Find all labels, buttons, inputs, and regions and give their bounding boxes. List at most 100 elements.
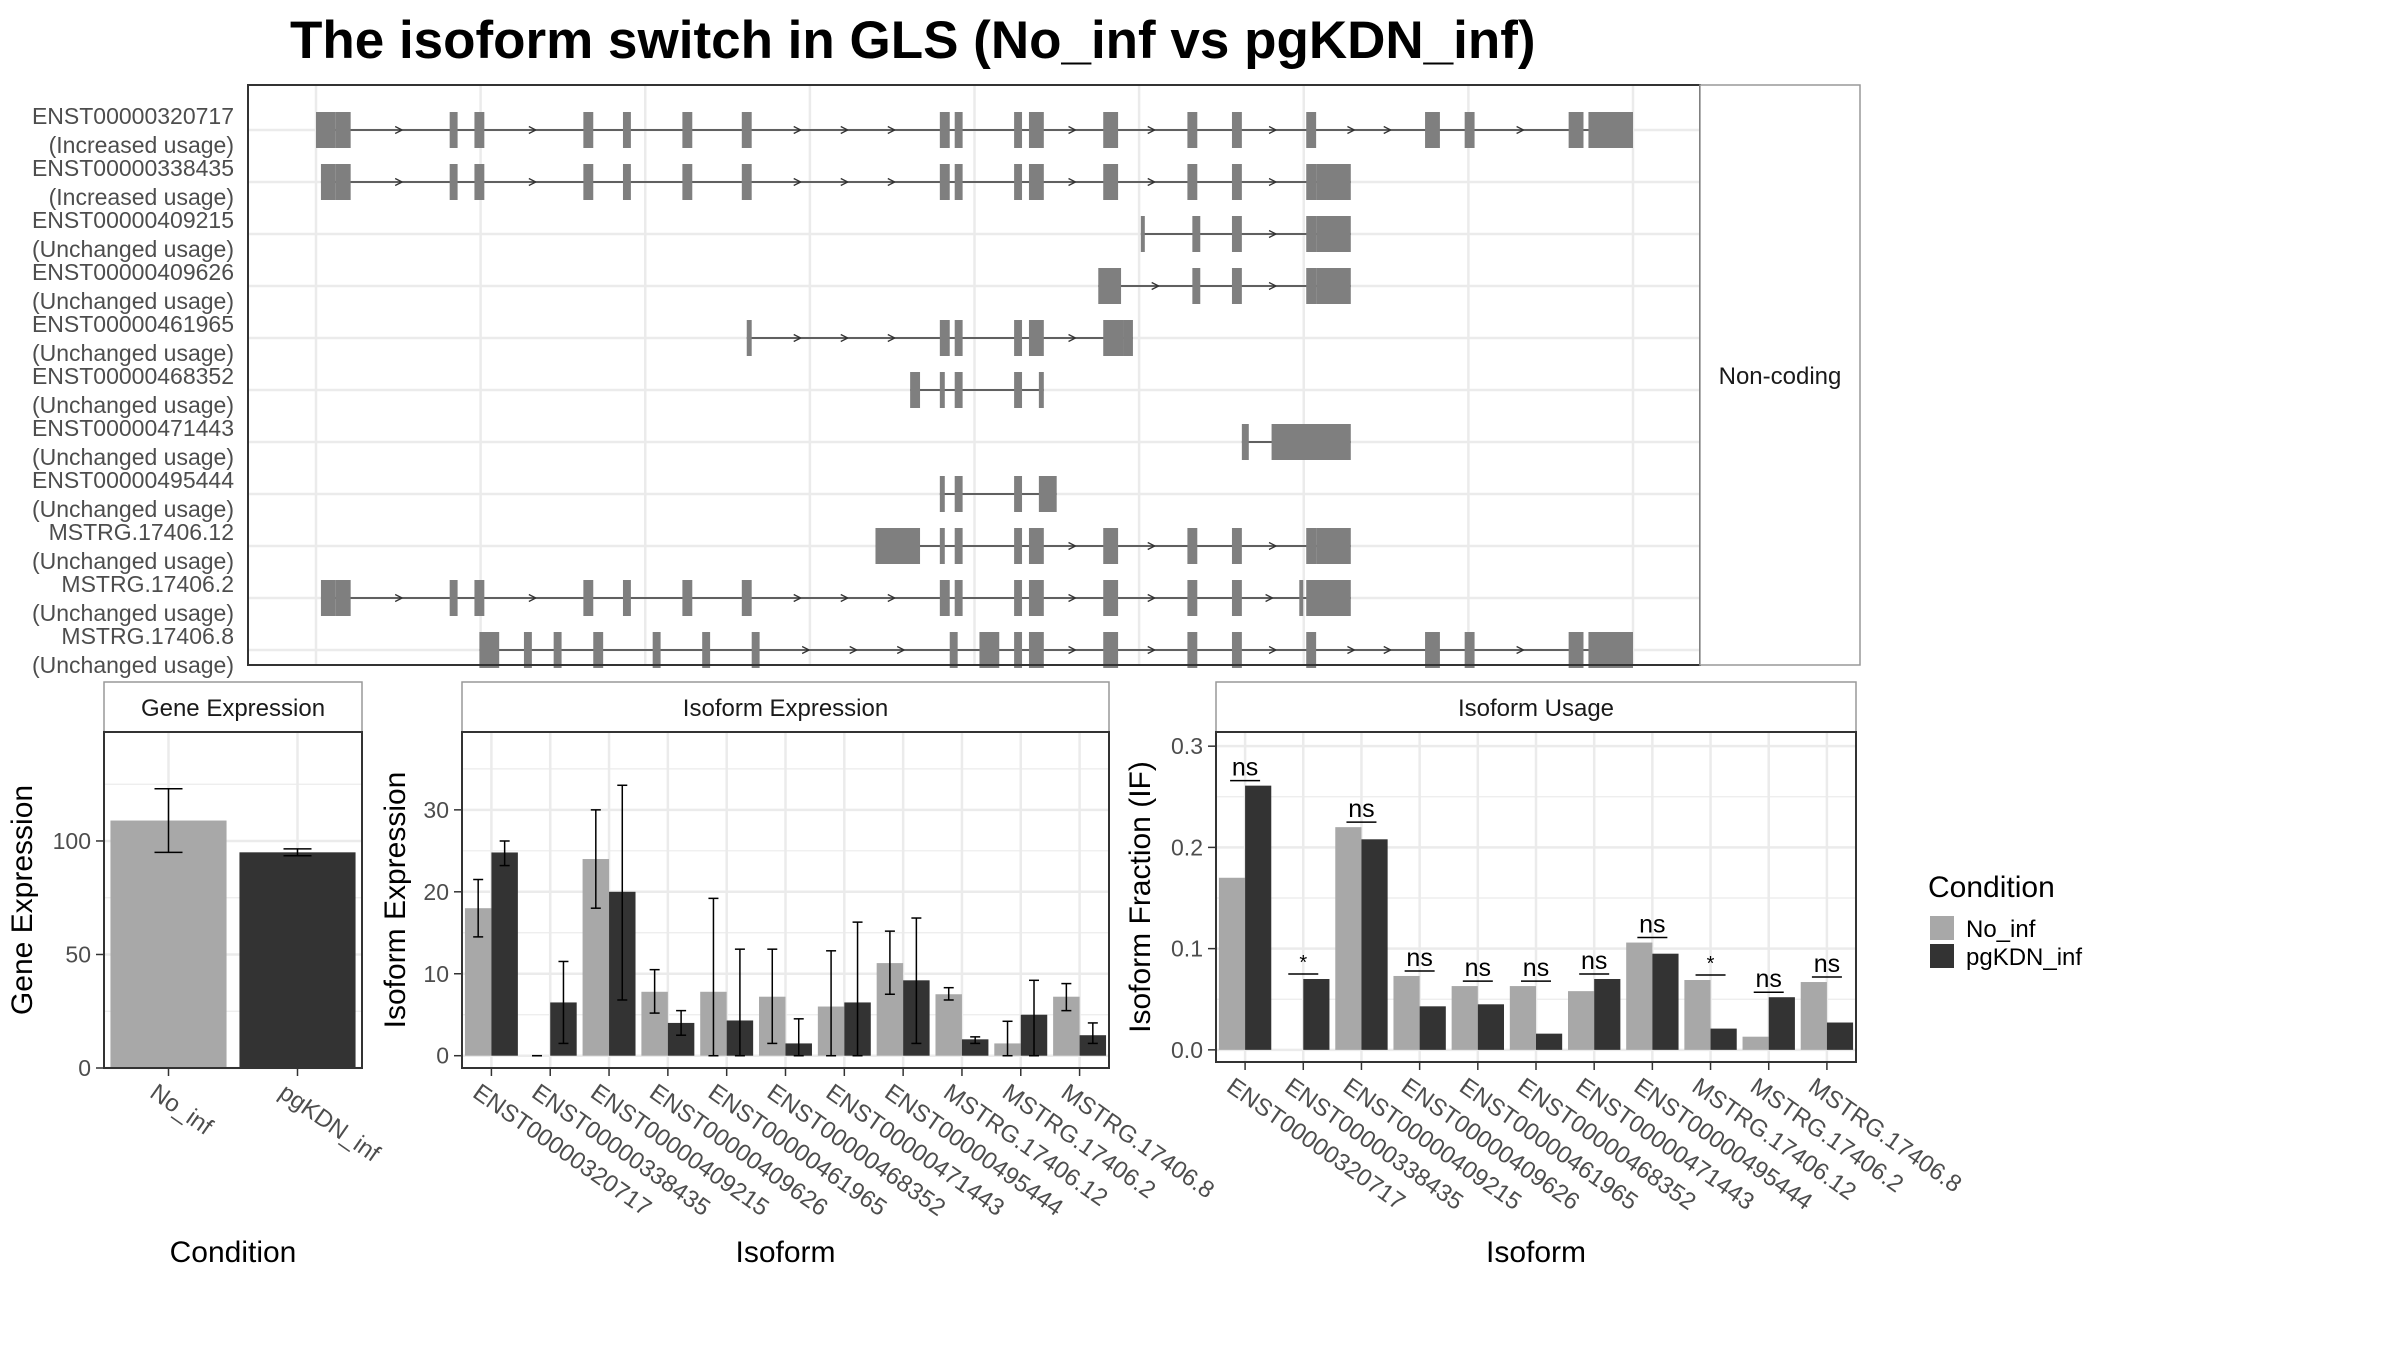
exon [1192, 268, 1201, 304]
direction-arrow [1147, 645, 1157, 655]
exon [474, 580, 485, 616]
exon [746, 320, 752, 356]
bar [1594, 978, 1621, 1050]
exon [1588, 632, 1633, 668]
exon [1014, 476, 1023, 512]
bar [1626, 942, 1653, 1050]
exon [1028, 320, 1044, 356]
exon [1187, 632, 1198, 668]
exon [1306, 216, 1317, 252]
direction-arrow [1516, 125, 1526, 135]
exon [593, 632, 604, 668]
y-tick-label: 0 [436, 1043, 449, 1069]
exon [1306, 632, 1317, 668]
exon [1464, 632, 1475, 668]
transcript-status-label: (Unchanged usage) [32, 496, 234, 522]
exon [979, 632, 1000, 668]
transcript-id-label: MSTRG.17406.2 [61, 571, 234, 597]
direction-arrow [1147, 541, 1157, 551]
y-tick-label: 30 [423, 797, 449, 823]
direction-arrow [1265, 593, 1275, 603]
y-tick-label: 0 [78, 1055, 91, 1081]
exon [1123, 320, 1133, 356]
direction-arrow [840, 593, 850, 603]
exon [622, 580, 631, 616]
exon [1316, 528, 1351, 564]
exon [949, 632, 958, 668]
exon [1306, 268, 1317, 304]
direction-arrow [1516, 645, 1526, 655]
direction-arrow [1151, 281, 1161, 291]
exon [939, 528, 945, 564]
exon [474, 112, 485, 148]
exon [1231, 112, 1242, 148]
direction-arrow [394, 125, 404, 135]
bar [1335, 827, 1362, 1050]
exon [1425, 112, 1440, 148]
exon [1038, 372, 1044, 408]
direction-arrow [1268, 645, 1278, 655]
significance-label: ns [1465, 954, 1491, 982]
exon [335, 112, 351, 148]
panel-border [103, 731, 363, 1069]
direction-arrow [887, 593, 897, 603]
direction-arrow [896, 645, 906, 655]
panel-strip [461, 681, 1110, 733]
gene-structure-panel: ENST00000320717(Increased usage)ENST0000… [32, 84, 1861, 678]
exon [939, 112, 950, 148]
exon [1588, 112, 1633, 148]
exon [1187, 528, 1198, 564]
significance-label: ns [1348, 795, 1374, 823]
exon [1306, 528, 1317, 564]
transcript-id-label: MSTRG.17406.12 [49, 519, 234, 545]
exon [316, 112, 336, 148]
exon [1231, 164, 1242, 200]
exon [1014, 580, 1023, 616]
bar [1652, 953, 1679, 1050]
exon [1231, 632, 1242, 668]
exon [1140, 216, 1145, 252]
exon [449, 164, 458, 200]
direction-arrow [1268, 541, 1278, 551]
exon [1014, 632, 1023, 668]
transcript-status-label: (Unchanged usage) [32, 600, 234, 626]
transcript-track [746, 320, 1133, 356]
exon [1299, 580, 1304, 616]
transcript-id-label: ENST00000471443 [32, 415, 234, 441]
transcript-id-label: ENST00000409626 [32, 259, 234, 285]
significance-label: ns [1406, 944, 1432, 972]
transcript-track [1098, 268, 1351, 304]
transcript-status-label: (Increased usage) [49, 132, 234, 158]
y-tick-label: 100 [53, 828, 91, 854]
transcript-status-label: (Unchanged usage) [32, 652, 234, 678]
bar [1079, 1035, 1107, 1056]
bar [1361, 839, 1388, 1050]
direction-arrow [1068, 333, 1077, 343]
x-axis-title: Isoform [1486, 1236, 1586, 1269]
direction-arrow [1147, 125, 1157, 135]
bar [1768, 997, 1795, 1050]
exon [320, 580, 336, 616]
transcript-status-label: (Unchanged usage) [32, 548, 234, 574]
significance-label: ns [1581, 947, 1607, 975]
exon [1231, 528, 1242, 564]
significance-label: ns [1814, 950, 1840, 978]
exon [1306, 112, 1317, 148]
direction-arrow [1147, 177, 1157, 187]
significance-label: ns [1639, 911, 1665, 939]
significance-label: ns [1756, 965, 1782, 993]
bar [935, 994, 962, 1056]
direction-arrow [887, 333, 897, 343]
exon [622, 164, 631, 200]
isoform-expression-panel: Isoform Expression0102030ENST00000320717… [379, 681, 1219, 1269]
direction-arrow [528, 177, 538, 187]
direction-arrow [394, 177, 404, 187]
exon [583, 112, 594, 148]
y-tick-label: 20 [423, 879, 449, 905]
exon [741, 164, 752, 200]
exon [1014, 112, 1023, 148]
exon [1014, 164, 1023, 200]
transcript-id-label: MSTRG.17406.8 [61, 623, 234, 649]
exon [954, 372, 963, 408]
y-axis-title: Gene Expression [6, 785, 39, 1015]
